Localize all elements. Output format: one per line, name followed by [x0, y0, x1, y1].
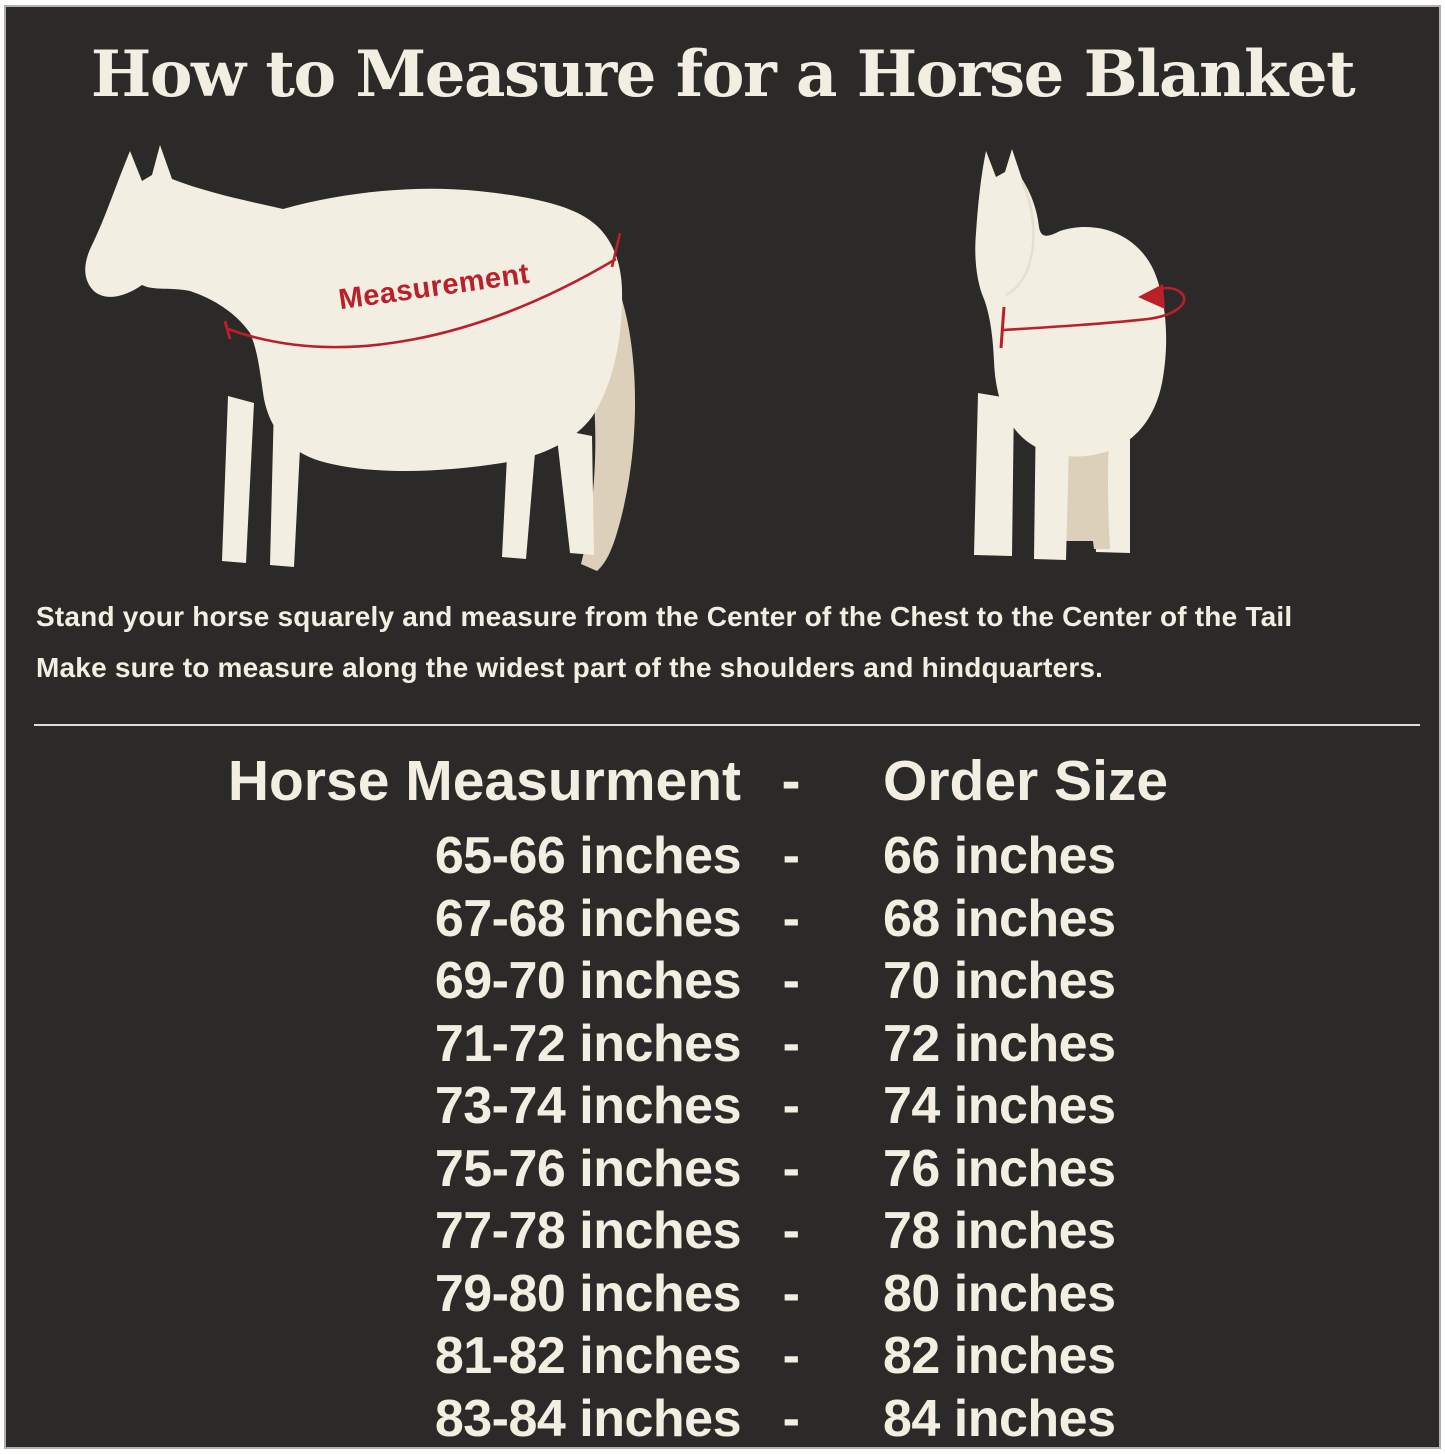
instructions: Stand your horse squarely and measure fr… [36, 591, 1428, 693]
table-row: 71-72 inches - 72 inches [6, 1013, 1439, 1076]
header-horse-measurement: Horse Measurment [227, 749, 741, 813]
table-row: 83-84 inches - 84 inches [6, 1388, 1439, 1448]
size-table-header: Horse Measurment - Order Size [6, 737, 1439, 825]
front-leg [974, 393, 1014, 556]
divider [34, 724, 1420, 726]
table-row: 69-70 inches - 70 inches [6, 950, 1439, 1013]
jaw-outline [1005, 180, 1035, 297]
table-row: 77-78 inches - 78 inches [6, 1200, 1439, 1263]
order-size-value: 74 inches [883, 1077, 1116, 1136]
row-dash: - [782, 1202, 800, 1261]
front-leg [222, 396, 254, 563]
horse-measurement-value: 65-66 inches [434, 827, 742, 886]
girth-line-tick [999, 306, 1006, 349]
order-size-value: 66 inches [883, 827, 1116, 886]
instructions-line2: Make sure to measure along the widest pa… [36, 652, 1104, 683]
table-row: 79-80 inches - 80 inches [6, 1263, 1439, 1326]
girth-measurement-arrow [1002, 286, 1186, 332]
horse-measurement-value: 75-76 inches [434, 1139, 742, 1198]
measurement-line-end-tick [610, 232, 622, 268]
instructions-line1: Stand your horse squarely and measure fr… [36, 601, 1293, 632]
table-row: 75-76 inches - 76 inches [6, 1138, 1439, 1201]
front-horse-illustration [974, 149, 1186, 560]
infographic-board: How to Measure for a Horse Blanket Measu… [4, 5, 1441, 1449]
row-dash: - [782, 1139, 800, 1198]
page-title: How to Measure for a Horse Blanket [90, 37, 1356, 112]
arrowhead [1138, 284, 1165, 309]
size-table: Horse Measurment - Order Size 65-66 inch… [6, 737, 1439, 1448]
horse-body [85, 145, 623, 471]
table-row: 73-74 inches - 74 inches [6, 1075, 1439, 1138]
horse-measurement-value: 77-78 inches [434, 1202, 742, 1261]
order-size-value: 80 inches [883, 1264, 1116, 1323]
horse-measurement-value: 69-70 inches [434, 952, 742, 1011]
order-size-value: 76 inches [883, 1139, 1116, 1198]
header-dash: - [781, 749, 801, 813]
order-size-value: 68 inches [883, 889, 1116, 948]
order-size-value: 82 inches [883, 1327, 1116, 1386]
row-dash: - [782, 1389, 800, 1448]
side-horse-illustration [85, 145, 636, 571]
row-dash: - [782, 827, 800, 886]
row-dash: - [782, 1327, 800, 1386]
horse-measurement-value: 81-82 inches [434, 1327, 742, 1386]
header-order-size: Order Size [883, 749, 1169, 813]
measurement-line-start-tick [223, 320, 232, 340]
horse-measurement-value: 73-74 inches [434, 1077, 742, 1136]
order-size-value: 70 inches [883, 952, 1116, 1011]
horse-measurement-value: 83-84 inches [434, 1389, 742, 1448]
front-horse-figure [952, 141, 1197, 578]
order-size-value: 78 inches [883, 1202, 1116, 1261]
horse-measurement-value: 71-72 inches [434, 1014, 742, 1073]
row-dash: - [782, 1014, 800, 1073]
horse-body [975, 149, 1167, 457]
hind-leg [502, 436, 536, 559]
horse-measurement-value: 67-68 inches [434, 889, 742, 948]
horse-measurement-value: 79-80 inches [434, 1264, 742, 1323]
row-dash: - [782, 1077, 800, 1136]
table-row: 67-68 inches - 68 inches [6, 888, 1439, 951]
table-row: 65-66 inches - 66 inches [6, 825, 1439, 888]
measurement-line [227, 257, 617, 349]
row-dash: - [782, 1264, 800, 1323]
hind-leg [556, 429, 594, 555]
order-size-value: 84 inches [883, 1389, 1116, 1448]
side-horse-figure: Measurement [78, 141, 668, 578]
row-dash: - [782, 952, 800, 1011]
size-table-body: 65-66 inches - 66 inches 67-68 inches - … [6, 825, 1439, 1448]
row-dash: - [782, 889, 800, 948]
order-size-value: 72 inches [883, 1014, 1116, 1073]
table-row: 81-82 inches - 82 inches [6, 1325, 1439, 1388]
